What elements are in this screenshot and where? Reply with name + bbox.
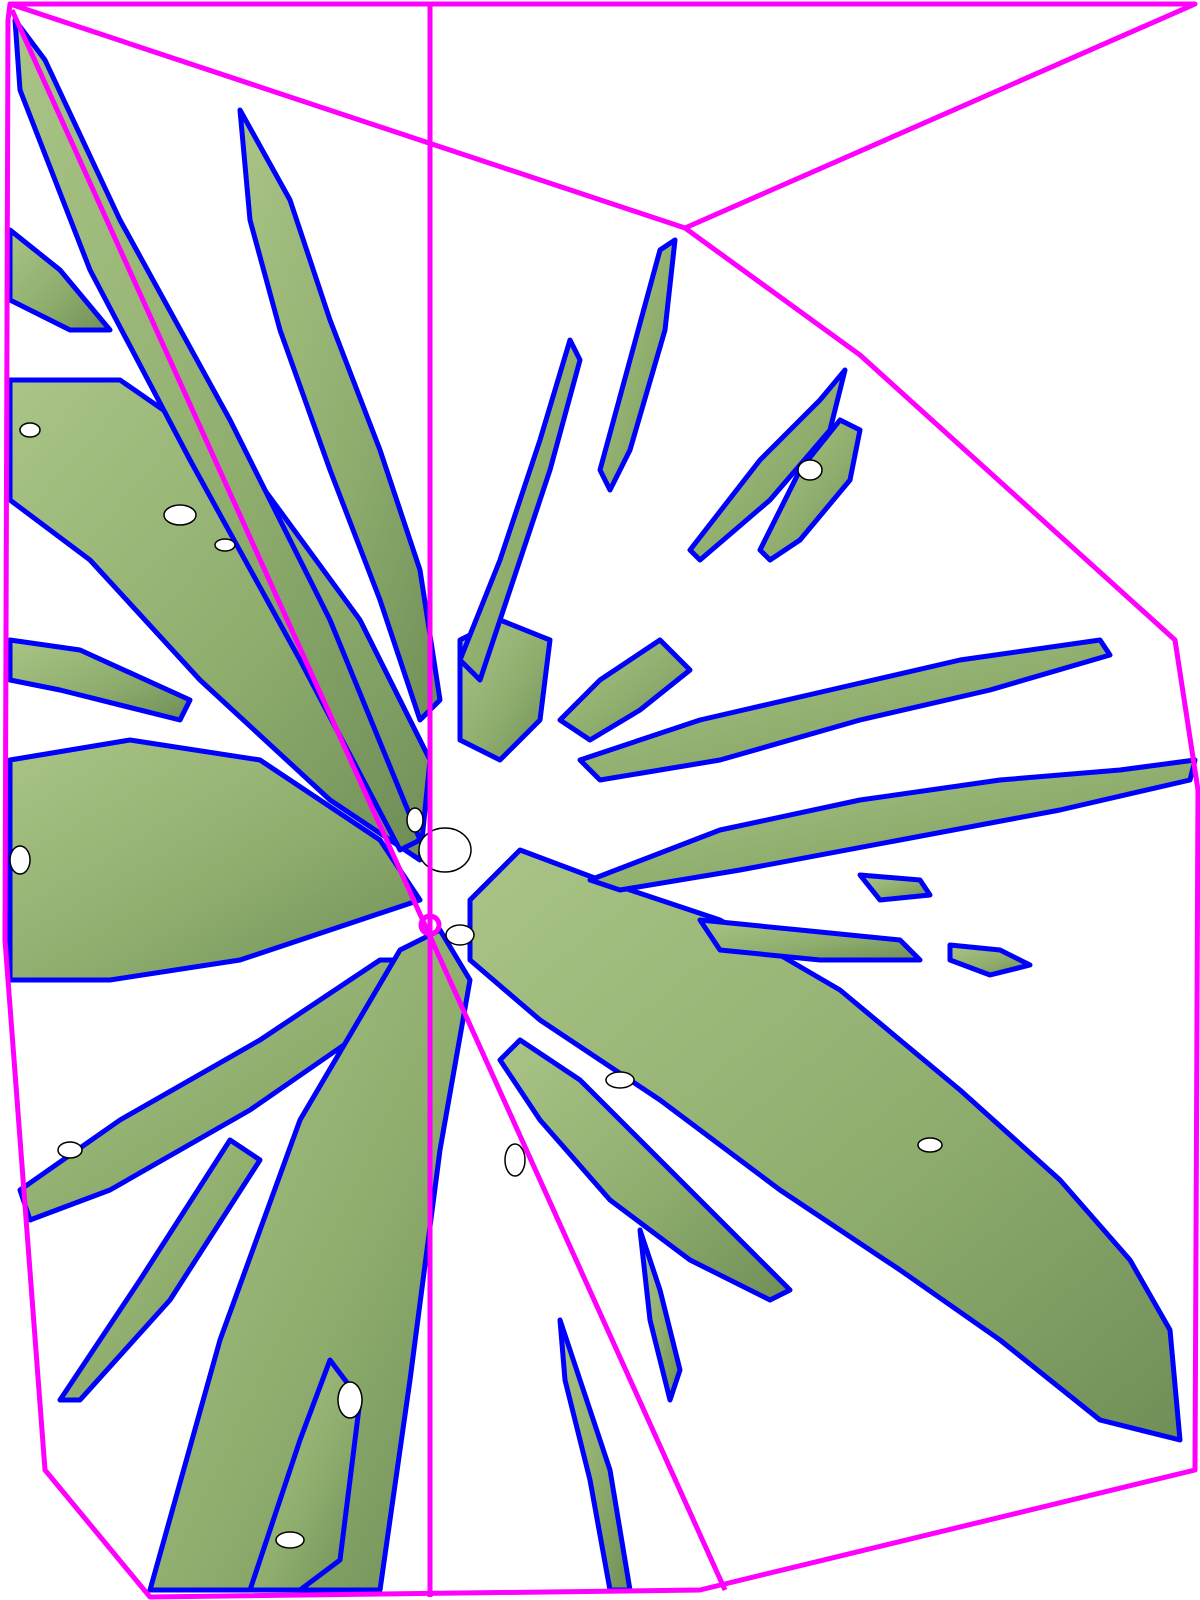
speckle xyxy=(504,1143,526,1177)
centroid-marker xyxy=(418,913,442,937)
leaf-right-2 xyxy=(587,757,1198,893)
principal-axis-line xyxy=(9,8,728,1592)
leaf-upper-right-2 xyxy=(597,237,678,493)
leaf-right-3 xyxy=(557,637,693,743)
speckle xyxy=(605,1071,635,1089)
leaf-upper-right-1 xyxy=(457,337,583,683)
speckle xyxy=(57,1141,83,1159)
leaf-upper-right-3 xyxy=(687,367,848,563)
leaf-bottom-center xyxy=(147,927,473,1593)
leaf-top-left-long xyxy=(12,17,423,853)
speckle xyxy=(406,807,424,833)
leaf-right-6 xyxy=(857,872,933,903)
speckle xyxy=(917,1137,943,1153)
leaf-lower-right xyxy=(467,847,1183,1443)
speckle xyxy=(418,827,472,873)
speckle xyxy=(9,845,31,875)
plant-leaves xyxy=(7,17,1198,1593)
speckle xyxy=(445,924,475,946)
speckle xyxy=(19,422,41,438)
speckle xyxy=(214,538,236,552)
leaf-right-4 xyxy=(697,917,923,963)
leaf-left-diagonal xyxy=(7,227,113,333)
leaf-lower-right-narrow xyxy=(497,1037,793,1303)
leaf-left-mid xyxy=(7,637,193,723)
speckle xyxy=(275,1531,305,1549)
leaf-left-horizontal xyxy=(7,737,423,983)
speckle xyxy=(797,459,823,481)
leaf-lower-left-small xyxy=(57,1137,263,1403)
leaf-right-1 xyxy=(577,637,1113,783)
leaf-bottom-spike-2 xyxy=(637,1227,683,1403)
speckle xyxy=(163,504,197,526)
speckle xyxy=(337,1381,363,1419)
leaf-right-5 xyxy=(947,942,1033,978)
hull-top-edge xyxy=(9,1,686,231)
